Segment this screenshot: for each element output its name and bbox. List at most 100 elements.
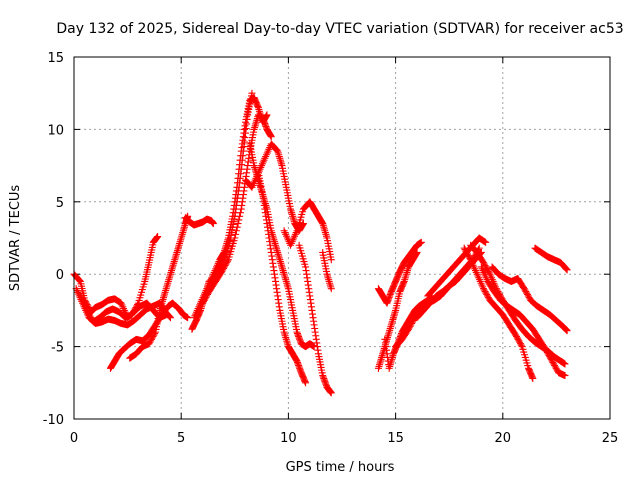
data-point: [524, 292, 532, 300]
data-point: [562, 265, 570, 273]
series-pass-15: [319, 248, 335, 293]
data-point: [480, 260, 488, 268]
data-point: [544, 350, 552, 358]
data-point: [203, 290, 211, 298]
data-point: [203, 292, 211, 300]
data-point: [200, 296, 208, 304]
data-point: [76, 277, 84, 285]
data-point: [232, 230, 240, 238]
data-point: [523, 289, 531, 297]
data-point: [482, 289, 490, 297]
data-point: [199, 298, 207, 306]
data-point: [149, 332, 157, 340]
data-point: [404, 325, 412, 333]
data-point: [231, 234, 239, 242]
data-point: [481, 288, 489, 296]
data-point: [133, 302, 141, 310]
x-tick-label: 0: [70, 431, 78, 446]
series-pass-9: [199, 111, 275, 307]
chart-title: Day 132 of 2025, Sidereal Day-to-day VTE…: [56, 21, 623, 37]
data-point: [481, 262, 489, 270]
data-point: [166, 314, 174, 322]
data-point: [546, 353, 554, 361]
data-point: [128, 311, 136, 319]
data-point: [220, 263, 228, 271]
x-tick-label: 10: [280, 431, 297, 446]
data-point: [525, 293, 533, 301]
data-point: [551, 363, 559, 371]
data-point: [184, 314, 192, 322]
data-point: [516, 338, 524, 346]
data-point: [484, 267, 492, 275]
series-pass-11: [254, 169, 310, 387]
data-point: [563, 266, 571, 274]
data-point: [405, 324, 413, 332]
data-point: [236, 212, 244, 220]
data-point: [563, 327, 571, 335]
data-point: [463, 250, 471, 258]
data-point: [552, 364, 560, 372]
data-point: [548, 357, 556, 365]
y-tick-label: -5: [51, 341, 64, 356]
data-point: [131, 305, 139, 313]
series-pass-12: [242, 140, 307, 235]
data-point: [551, 361, 559, 369]
data-point: [129, 309, 137, 317]
data-point: [529, 374, 537, 382]
y-tick-label: 10: [47, 123, 64, 138]
data-point: [219, 266, 227, 274]
series-pass-25: [488, 263, 571, 335]
y-tick-label: 5: [56, 196, 64, 211]
data-point: [417, 238, 425, 246]
data-point: [234, 220, 242, 228]
data-point: [482, 238, 490, 246]
data-point: [222, 260, 230, 268]
data-point: [516, 340, 524, 348]
data-point: [522, 288, 530, 296]
series-pass-16: [374, 238, 425, 307]
data-point: [483, 290, 491, 298]
data-point: [209, 220, 217, 228]
data-point: [460, 244, 468, 252]
x-tick-label: 20: [495, 431, 512, 446]
series-pass-21: [413, 248, 485, 322]
data-point: [233, 223, 241, 231]
data-point: [202, 293, 210, 301]
x-tick-label: 5: [177, 431, 185, 446]
x-tick-label: 15: [387, 431, 404, 446]
data-point: [550, 360, 558, 368]
data-point: [413, 248, 421, 256]
data-point: [480, 259, 488, 267]
data-point: [129, 308, 137, 316]
data-point: [542, 345, 550, 353]
data-point: [561, 372, 569, 380]
data-point: [515, 337, 523, 345]
data-point: [84, 308, 92, 316]
series-pass-17: [374, 248, 421, 372]
x-tick-label: 25: [602, 431, 619, 446]
data-point: [220, 264, 228, 272]
data-point: [408, 319, 416, 327]
data-point: [154, 233, 162, 241]
data-point: [85, 311, 93, 319]
series-pass-22: [460, 244, 537, 382]
y-tick-label: -10: [43, 413, 64, 428]
data-point: [84, 309, 92, 317]
series-pass-13: [280, 198, 335, 264]
data-point: [147, 335, 155, 343]
data-point: [512, 332, 520, 340]
data-point: [145, 340, 153, 348]
data-point: [464, 251, 472, 259]
data-point: [134, 301, 142, 309]
data-point: [87, 314, 95, 322]
series-pass-3: [76, 233, 162, 326]
data-point: [147, 337, 155, 345]
data-point: [148, 334, 156, 342]
data-point: [263, 111, 271, 119]
data-point: [461, 246, 469, 254]
data-point: [513, 334, 521, 342]
data-point: [409, 317, 417, 325]
x-tick-labels: 0 5 10 15 20 25: [70, 431, 618, 446]
plot-frame: [73, 56, 611, 420]
